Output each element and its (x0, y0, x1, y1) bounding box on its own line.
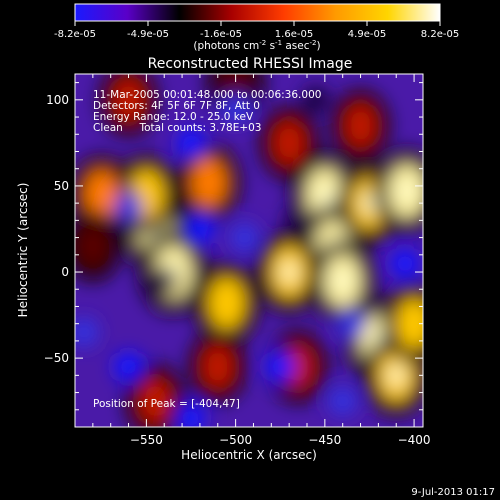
colorbar-tick-label: 8.2e-05 (421, 29, 459, 40)
heatmap-source-negative (175, 127, 207, 159)
heatmap-source-negative (328, 386, 358, 416)
heatmap-source-negative (184, 213, 216, 245)
heatmap-source-core (335, 269, 350, 292)
heatmap-source-negative (113, 351, 144, 382)
x-tick-label: −550 (130, 433, 163, 447)
colorbar-tick-label: -4.9e-05 (127, 29, 169, 40)
y-axis-ticks: −50 0 50 100 (44, 82, 423, 411)
y-tick-label: −50 (44, 351, 69, 365)
plot-frame (74, 73, 424, 428)
x-axis-ticks: −550 −500 −450 −400 (74, 74, 431, 447)
heatmap-source (112, 77, 145, 123)
heatmap-source-negative (113, 191, 144, 222)
colorbar-tick-label: 1.6e-05 (275, 29, 313, 40)
x-tick-label: −450 (308, 433, 341, 447)
heatmap-source-negative (229, 222, 260, 253)
heatmap-source-negative (75, 317, 99, 347)
colorbar-unit-label: (photons cm-2 s-1 asec-2) (193, 39, 320, 52)
heatmap-source (208, 277, 245, 329)
colorbar-tick-label: -8.2e-05 (54, 29, 96, 40)
heatmap-source-negative (284, 206, 313, 235)
chart-title: Reconstructed RHESSI Image (148, 56, 353, 72)
heatmap-source-core (399, 180, 414, 203)
heatmap-source-negative (221, 93, 251, 124)
annotation-line-3: Energy Range: 12.0 - 25.0 keV (93, 111, 254, 123)
y-tick-label: 100 (46, 93, 69, 107)
peak-position-label: Position of Peak = [-404,47] (93, 398, 240, 410)
heatmap-source-negative (301, 85, 330, 114)
heatmap-source-core (389, 364, 404, 387)
heatmap-source-negative (150, 267, 178, 295)
annotation-block: 11-Mar-2005 00:01:48.000 to 00:06:36.000… (93, 89, 321, 134)
y-tick-label: 50 (54, 179, 69, 193)
heatmap-source (77, 224, 109, 269)
x-tick-label: −400 (398, 433, 431, 447)
heatmap-source-core (282, 261, 297, 284)
annotation-line-2: Detectors: 4F 5F 6F 7F 8F, Att 0 (93, 100, 260, 112)
heatmap-source (138, 377, 172, 425)
y-tick-label: 0 (61, 265, 69, 279)
footer-timestamp: 9-Jul-2013 01:17 (411, 487, 495, 498)
heatmap-source (191, 157, 227, 208)
annotation-line-1: 11-Mar-2005 00:01:48.000 to 00:06:36.000 (93, 89, 321, 101)
colorbar: -8.2e-05 -4.9e-05 -1.6e-05 1.6e-05 4.9e-05 8.… (54, 3, 459, 52)
annotation-line-4: Clean Total counts: 3.78E+03 (93, 122, 262, 134)
heatmap-source (344, 103, 377, 149)
colorbar-tick-label: -1.6e-05 (200, 29, 242, 40)
heatmap-source-negative (337, 309, 367, 339)
heatmap-sources (75, 74, 423, 427)
colorbar-tick-label: 4.9e-05 (348, 29, 386, 40)
x-tick-label: −500 (219, 433, 252, 447)
colorbar-ticks: -8.2e-05 -4.9e-05 -1.6e-05 1.6e-05 4.9e-05 8.… (54, 21, 459, 40)
heatmap-source-negative (265, 351, 296, 382)
heatmap-source-core (362, 192, 377, 215)
x-axis-label: Heliocentric X (arcsec) (181, 448, 317, 462)
heatmap-source (272, 119, 306, 166)
heatmap-source-core (317, 183, 332, 206)
colorbar-gradient (74, 3, 441, 22)
heatmap-source (396, 298, 423, 349)
heatmap-source (84, 169, 120, 220)
heatmap-source-negative (175, 403, 207, 427)
heatmap-source-negative (389, 248, 421, 279)
y-axis-label: Heliocentric Y (arcsec) (16, 183, 30, 318)
heatmap-source (201, 344, 234, 390)
